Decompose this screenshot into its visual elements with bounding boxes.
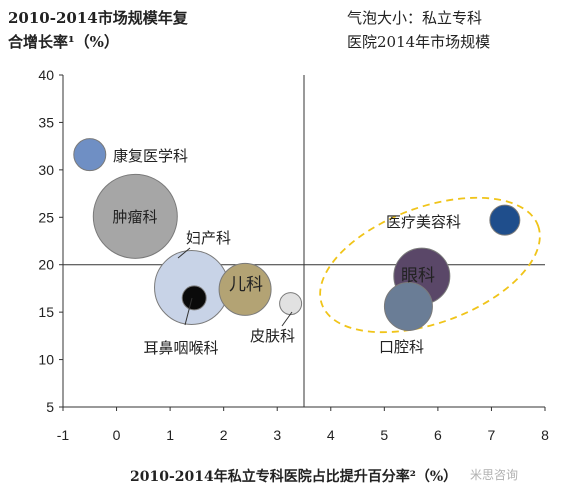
x-tick-label: -1 <box>57 427 70 443</box>
bubble <box>279 292 303 316</box>
x-tick-label: 8 <box>541 427 549 443</box>
bubble <box>218 262 272 316</box>
bubble <box>181 285 207 311</box>
y-tick-label: 10 <box>38 352 54 368</box>
title-right-line-1: 气泡大小：私立专科 <box>347 9 483 27</box>
y-tick-label: 15 <box>38 304 54 320</box>
bubble-label: 耳鼻咽喉科 <box>143 339 218 357</box>
bubble <box>383 281 433 331</box>
bubble <box>489 204 521 236</box>
y-tick-label: 40 <box>38 67 54 83</box>
x-tick-label: 5 <box>380 427 388 443</box>
bubble-label: 皮肤科 <box>250 327 295 345</box>
watermark-text: 米思咨询 <box>470 468 519 482</box>
chart-title-y: 2010-2014市场规模年复 合增长率¹（%） <box>8 6 188 54</box>
x-tick-label: 7 <box>488 427 496 443</box>
title-right-line-2: 医院2014年市场规模 <box>347 33 491 51</box>
label-leader-line <box>184 297 193 326</box>
x-tick-label: 4 <box>327 427 335 443</box>
x-tick-label: 3 <box>273 427 281 443</box>
title-left-line-1: 2010-2014市场规模年复 <box>8 9 188 27</box>
bubble <box>73 138 107 172</box>
bubble-label: 儿科 <box>229 275 263 295</box>
x-tick-label: 1 <box>166 427 174 443</box>
x-axis-label: 2010-2014年私立专科医院占比提升百分率²（%） <box>130 469 458 485</box>
y-tick-label: 30 <box>38 162 54 178</box>
bubble-label: 肿瘤科 <box>112 208 157 226</box>
label-leader-line <box>281 311 293 327</box>
y-tick-label: 25 <box>38 209 54 225</box>
x-tick-label: 6 <box>434 427 442 443</box>
y-tick-label: 5 <box>46 399 54 415</box>
y-tick-label: 20 <box>38 257 54 273</box>
x-tick-label: 2 <box>220 427 228 443</box>
bubble-label: 康复医学科 <box>113 147 188 165</box>
bubble-label: 妇产科 <box>186 229 231 247</box>
bubble-label: 医疗美容科 <box>386 213 461 231</box>
label-leader-line <box>177 247 191 259</box>
x-tick-label: 0 <box>113 427 121 443</box>
bubble <box>92 173 178 259</box>
y-tick-label: 35 <box>38 114 54 130</box>
bubble-label: 眼科 <box>401 266 435 286</box>
title-left-line-2: 合增长率¹（%） <box>8 33 119 51</box>
bubble-size-note: 气泡大小：私立专科 医院2014年市场规模 <box>347 6 490 54</box>
bubble-label: 口腔科 <box>379 338 424 356</box>
highlight-ellipse <box>319 196 541 334</box>
